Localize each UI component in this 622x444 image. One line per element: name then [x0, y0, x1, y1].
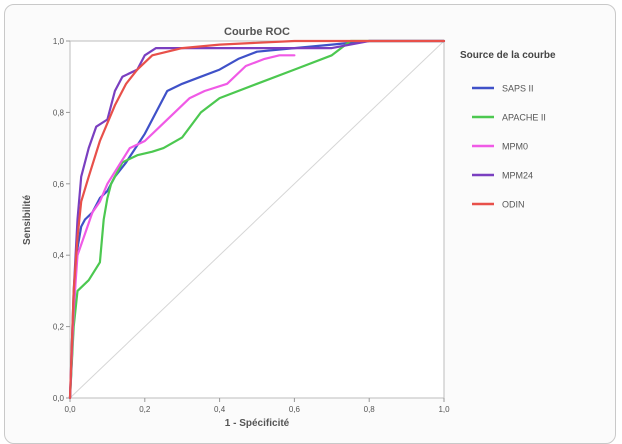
reference-diagonal	[69, 40, 445, 399]
x-tick-label: 0,0	[64, 405, 76, 414]
y-tick-label: 0,0	[53, 394, 65, 403]
legend-label: MPM0	[502, 142, 528, 152]
x-axis-label: 1 - Spécificité	[225, 418, 290, 429]
legend-label: SAPS II	[502, 84, 534, 94]
x-tick-label: 1,0	[438, 405, 450, 414]
legend: SAPS II APACHE II MPM0 MPM24 ODIN	[472, 84, 546, 210]
x-tick-label: 0,8	[364, 405, 376, 414]
y-axis-label: Sensibilité	[22, 195, 33, 245]
series-line-odin	[68, 39, 446, 400]
series-line-mpm24	[68, 39, 446, 400]
y-tick-label: 0,2	[53, 323, 65, 332]
chart-title: Courbe ROC	[224, 26, 290, 38]
y-tick-label: 1,0	[53, 37, 65, 46]
roc-chart: Courbe ROC 1 - Spécificité Sensibilité 0…	[22, 26, 556, 429]
series-line-mpm0	[68, 54, 296, 400]
legend-label: ODIN	[502, 200, 525, 210]
legend-label: APACHE II	[502, 113, 546, 123]
y-tick-label: 0,4	[53, 251, 65, 260]
y-axis-ticks: 0,0 0,2 0,4 0,6 0,8 1,0	[53, 37, 70, 403]
legend-title: Source de la courbe	[460, 50, 556, 61]
x-tick-label: 0,2	[139, 405, 151, 414]
y-tick-label: 0,8	[53, 108, 65, 117]
x-tick-label: 0,4	[214, 405, 226, 414]
legend-label: MPM24	[502, 171, 533, 181]
series-line-apache-ii	[68, 39, 446, 400]
x-tick-label: 0,6	[289, 405, 301, 414]
series-lines	[68, 39, 446, 400]
y-tick-label: 0,6	[53, 180, 65, 189]
series-line-saps-ii	[68, 39, 446, 400]
x-axis-ticks: 0,0 0,2 0,4 0,6 0,8 1,0	[64, 398, 450, 414]
